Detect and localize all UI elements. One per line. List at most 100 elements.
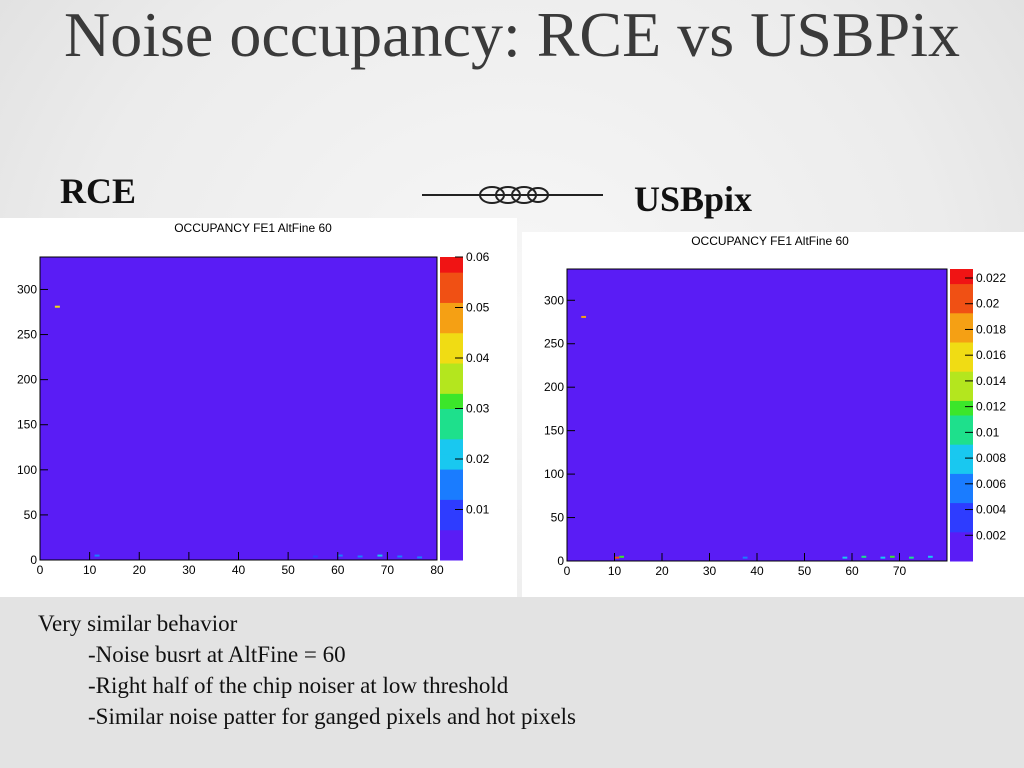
colorbar-cell (440, 347, 463, 364)
colorbar-cell (950, 458, 973, 474)
colorbar-cell (440, 363, 463, 379)
colorbar-cell (440, 287, 463, 303)
hot-pixel (377, 554, 383, 557)
x-tick-label: 30 (703, 564, 717, 578)
colorbar-cell (440, 453, 463, 470)
colorbar-cell (950, 298, 973, 314)
z-tick-label: 0.05 (466, 301, 490, 315)
colorbar-cell (950, 444, 973, 460)
z-tick-label: 0.008 (976, 451, 1006, 465)
colorbar-cell (950, 415, 973, 431)
hot-pixel (842, 556, 848, 559)
colorbar-cell (440, 423, 463, 440)
chart: OCCUPANCY FE1 AltFine 60 0 10 20 30 40 50 60 70 0… (522, 232, 1024, 597)
colorbar-cell (440, 499, 463, 516)
y-tick-label: 100 (17, 463, 37, 477)
y-tick-label: 0 (557, 554, 564, 568)
colorbar-cell (950, 473, 973, 489)
hot-pixel (909, 556, 914, 559)
colorbar-cell (950, 400, 973, 416)
y-tick-label: 150 (17, 418, 37, 432)
x-tick-label: 50 (798, 564, 812, 578)
y-tick-label: 50 (551, 511, 565, 525)
colorbar-cell (440, 378, 463, 394)
body-line: -Right half of the chip noiser at low th… (88, 673, 509, 698)
x-tick-label: 70 (381, 563, 395, 577)
plot-area (40, 257, 437, 560)
x-tick-label: 50 (281, 563, 295, 577)
colorbar-cell (950, 502, 973, 518)
footer-band (0, 597, 1024, 768)
colorbar-cell (950, 312, 973, 328)
z-tick-label: 0.022 (976, 271, 1006, 285)
z-tick-label: 0.006 (976, 477, 1006, 491)
colorbar-cell (440, 469, 463, 485)
z-tick-label: 0.02 (466, 452, 490, 466)
x-tick-label: 10 (83, 563, 97, 577)
chart-title: OCCUPANCY FE1 AltFine 60 (174, 221, 332, 235)
colorbar-cell (440, 544, 463, 561)
divider (422, 186, 603, 204)
colorbar-cell (950, 546, 973, 562)
colorbar-cell (950, 385, 973, 401)
hot-pixel (581, 315, 586, 318)
x-tick-label: 60 (331, 563, 345, 577)
colorbar-cell (440, 393, 463, 409)
body-line: -Noise busrt at AltFine = 60 (88, 642, 346, 667)
colorbar-cell (950, 283, 973, 299)
x-tick-label: 10 (608, 564, 622, 578)
body-text: Very similar behavior -Noise busrt at Al… (38, 608, 576, 732)
colorbar-cell (440, 529, 463, 546)
left-label: RCE (60, 171, 137, 211)
colorbar-cell (440, 514, 463, 531)
x-tick-label: 30 (182, 563, 196, 577)
hot-pixel (94, 554, 100, 557)
x-tick-label: 40 (750, 564, 764, 578)
z-tick-label: 0.03 (466, 402, 490, 416)
colorbar-cell (440, 302, 463, 319)
colorbar-cell (440, 332, 463, 349)
hot-pixel (742, 556, 748, 559)
plot-area (567, 269, 947, 561)
x-tick-label: 80 (430, 563, 444, 577)
colorbar-cell (950, 269, 973, 285)
x-tick-label: 20 (655, 564, 669, 578)
x-tick-label: 20 (133, 563, 147, 577)
x-tick-label: 70 (893, 564, 907, 578)
z-tick-label: 0.012 (976, 400, 1006, 414)
y-tick-label: 50 (24, 508, 38, 522)
y-tick-label: 250 (17, 328, 37, 342)
y-tick-label: 100 (544, 467, 564, 481)
hot-pixel (397, 555, 403, 558)
colorbar-cell (440, 257, 463, 273)
hot-pixel (312, 555, 318, 558)
hot-pixel (890, 555, 895, 558)
colorbar-cell (950, 429, 973, 445)
colorbar-cell (950, 531, 973, 547)
z-tick-label: 0.02 (976, 297, 1000, 311)
y-tick-label: 300 (544, 293, 564, 307)
z-tick-label: 0.01 (976, 425, 1000, 439)
z-tick-label: 0.004 (976, 503, 1006, 517)
colorbar-cell (950, 327, 973, 343)
chart-title: OCCUPANCY FE1 AltFine 60 (691, 234, 849, 248)
body-line: Very similar behavior (38, 611, 238, 636)
z-tick-label: 0.018 (976, 322, 1006, 336)
y-tick-label: 200 (544, 380, 564, 394)
hot-pixel (614, 556, 620, 559)
z-tick-label: 0.06 (466, 250, 490, 264)
colorbar-cell (440, 408, 463, 425)
x-tick-label: 0 (37, 563, 44, 577)
chart: OCCUPANCY FE1 AltFine 60 0 10 20 30 40 50 60 70 8… (0, 218, 517, 597)
x-tick-label: 60 (845, 564, 859, 578)
hot-pixel (861, 555, 867, 558)
hot-pixel (880, 556, 886, 559)
hot-pixel (337, 554, 343, 557)
z-tick-label: 0.016 (976, 348, 1006, 362)
y-tick-label: 0 (30, 553, 37, 567)
colorbar-cell (440, 317, 463, 334)
z-tick-label: 0.002 (976, 528, 1006, 542)
hot-pixel (417, 556, 423, 559)
x-tick-label: 40 (232, 563, 246, 577)
